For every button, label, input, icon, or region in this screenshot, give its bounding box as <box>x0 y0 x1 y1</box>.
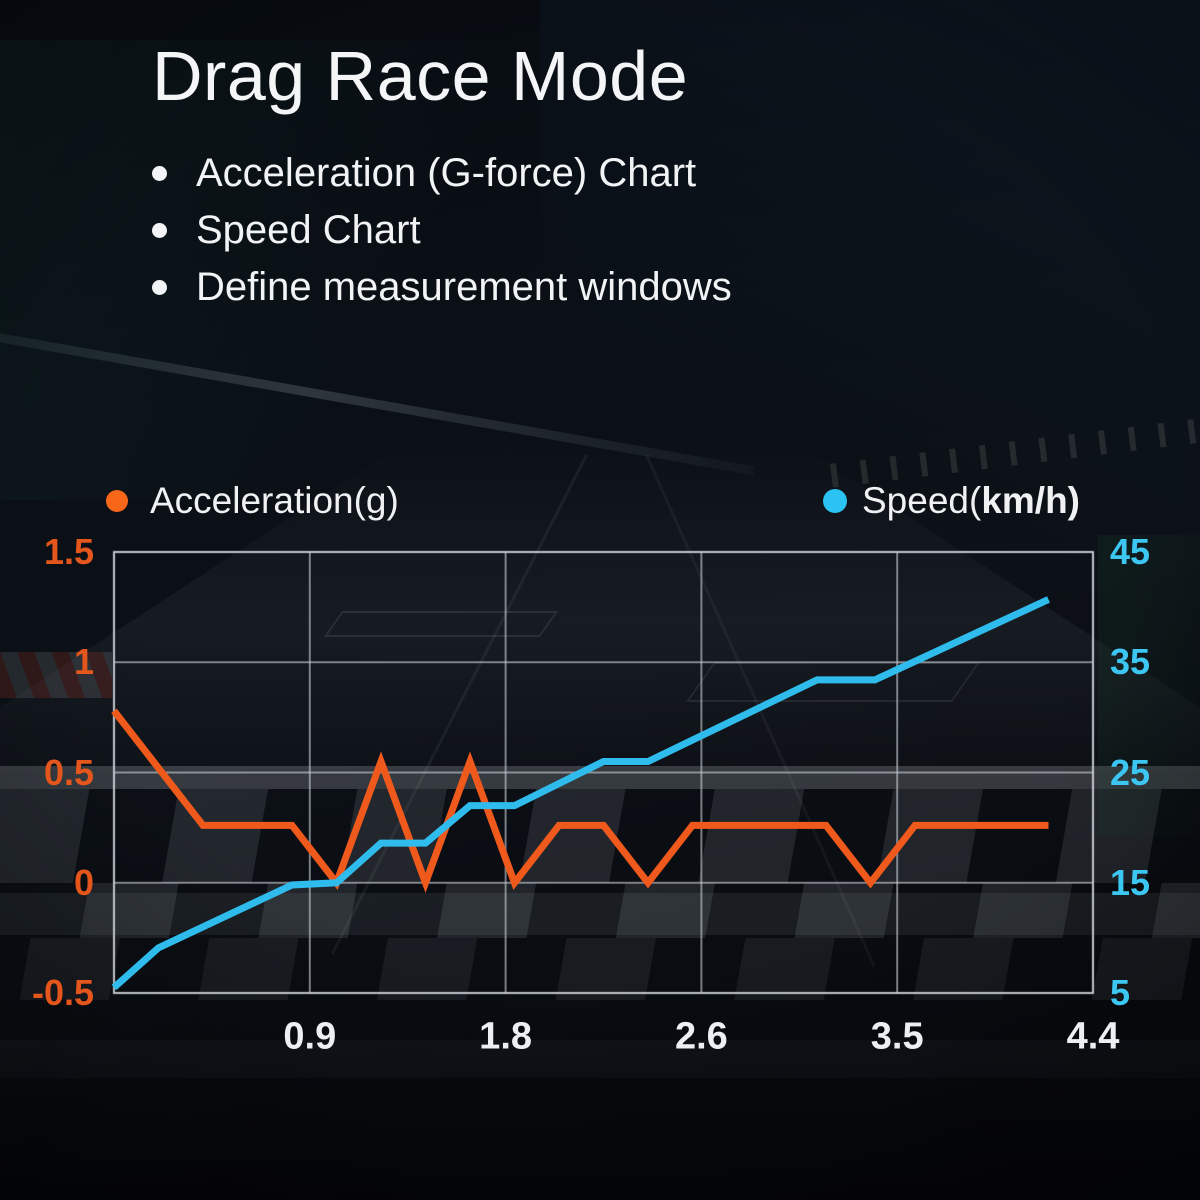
left-axis-tick: -0.5 <box>31 972 94 1013</box>
right-axis-tick: 5 <box>1110 972 1131 1013</box>
background-grass-strip <box>1098 535 1200 835</box>
list-item-label: Define measurement windows <box>196 265 732 309</box>
list-item-label: Acceleration (G-force) Chart <box>196 151 697 195</box>
x-axis-tick: 4.4 <box>1066 1015 1120 1058</box>
x-axis-tick: 3.5 <box>870 1015 924 1058</box>
background-checker-row <box>0 938 1200 1000</box>
bullet-icon <box>152 280 167 295</box>
left-axis-tick: 0 <box>73 861 94 903</box>
plot-border <box>112 550 1095 995</box>
legend-speed-label-regular: Speed( <box>862 480 982 521</box>
left-axis-tick: 0.5 <box>43 751 94 793</box>
page-title: Drag Race Mode <box>152 37 689 115</box>
speed-line <box>111 596 1050 991</box>
x-axis-tick: 1.8 <box>479 1015 533 1058</box>
legend-speed-label: Speed(km/h) <box>862 479 1080 523</box>
feature-list: Acceleration (G-force) Chart Speed Chart… <box>152 145 732 316</box>
background-red-curb <box>0 652 112 698</box>
list-item: Define measurement windows <box>152 259 732 316</box>
list-item: Acceleration (G-force) Chart <box>152 145 732 202</box>
right-axis-tick: 35 <box>1110 641 1151 683</box>
background-checker-row <box>0 789 1200 883</box>
right-axis-tick: 45 <box>1110 531 1151 572</box>
bullet-icon <box>152 166 167 181</box>
list-item-label: Speed Chart <box>196 208 421 252</box>
background-bottom-fade <box>0 1055 1200 1200</box>
legend-speed-dot <box>823 489 847 513</box>
right-axis-tick: 25 <box>1110 751 1151 793</box>
list-item: Speed Chart <box>152 202 732 259</box>
background-teal-glow <box>0 40 620 500</box>
bullet-icon <box>152 223 167 238</box>
left-axis-tick: 1.5 <box>43 531 94 572</box>
legend-acceleration-label: Acceleration(g) <box>150 480 399 521</box>
x-axis-tick: 2.6 <box>674 1015 728 1058</box>
background-grandstand <box>540 0 1200 580</box>
right-axis-tick: 15 <box>1110 861 1151 903</box>
x-axis-tick: 0.9 <box>283 1015 337 1058</box>
legend-speed-label-bold: km/h) <box>981 480 1080 521</box>
acceleration-line <box>111 708 1049 893</box>
left-axis-tick: 1 <box>73 641 94 683</box>
legend-acceleration-dot <box>106 490 128 512</box>
